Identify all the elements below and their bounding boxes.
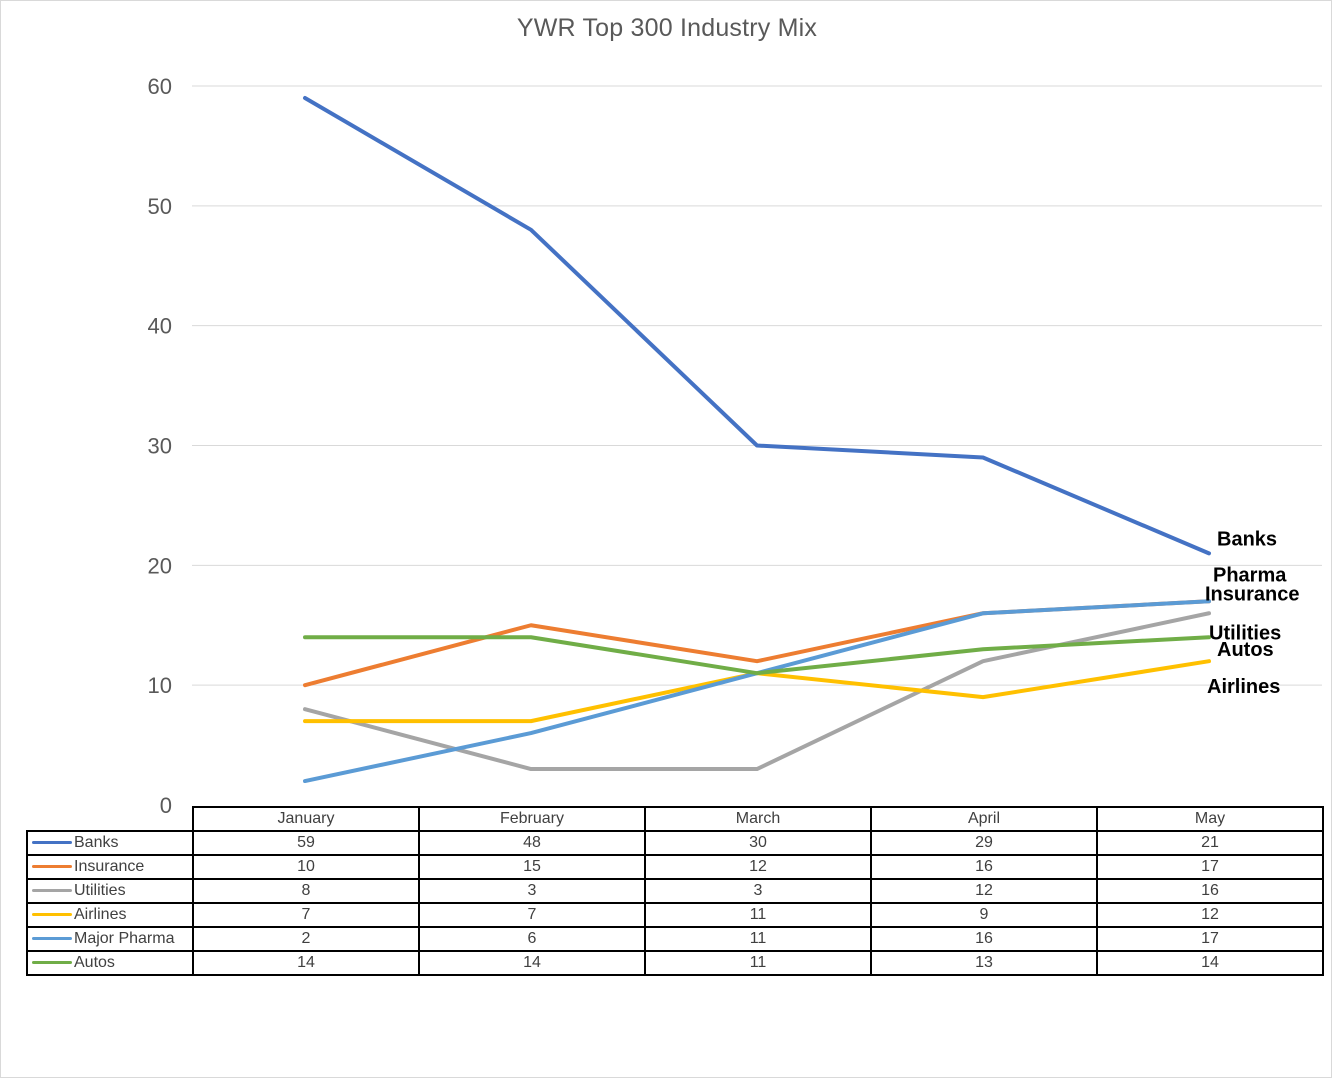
category-header: April: [870, 806, 1098, 832]
data-table-cell: 13: [870, 950, 1098, 976]
series-end-labels: Banks Insurance Utilities Airlines Pharma Aut…: [1205, 528, 1299, 698]
data-table-header-row: January February March April May: [27, 806, 1324, 832]
series-name: Airlines: [74, 906, 127, 923]
data-table-cell: 29: [870, 830, 1098, 856]
series-name: Utilities: [74, 882, 126, 899]
data-table-cell: 17: [1096, 854, 1324, 880]
series-legend-label: Autos: [26, 950, 194, 976]
data-table-cell: 12: [1096, 902, 1324, 928]
data-table-cell: 16: [870, 926, 1098, 952]
category-header: February: [418, 806, 646, 832]
y-tick-label: 30: [148, 434, 172, 459]
series-name: Insurance: [74, 858, 145, 875]
data-table-row: Major Pharma 2 6 11 16 17: [26, 926, 1324, 952]
data-table-cell: 15: [418, 854, 646, 880]
chart-title: YWR Top 300 Industry Mix: [516, 14, 818, 42]
end-label: Utilities: [1209, 622, 1281, 644]
legend-key: [32, 889, 72, 893]
series-legend-label: Banks: [26, 830, 194, 856]
data-table-cell: 11: [644, 950, 872, 976]
data-table-cell: 16: [1096, 878, 1324, 904]
data-table-cell: 7: [418, 902, 646, 928]
data-table-corner: [27, 807, 194, 832]
series-name: Banks: [74, 834, 119, 851]
data-table-cell: 14: [1096, 950, 1324, 976]
data-table-row: Insurance 10 15 12 16 17: [26, 854, 1324, 880]
series-legend-label: Utilities: [26, 878, 194, 904]
legend-key: [32, 961, 72, 965]
data-table-cell: 6: [418, 926, 646, 952]
series-name: Major Pharma: [74, 930, 175, 947]
data-table-cell: 10: [192, 854, 420, 880]
data-table-cell: 8: [192, 878, 420, 904]
data-table-cell: 11: [644, 902, 872, 928]
y-tick-label: 20: [148, 553, 172, 578]
legend-key: [32, 865, 72, 869]
series-line-major-pharma: [303, 599, 1211, 784]
gridlines: [192, 85, 1322, 686]
series-line-airlines: [303, 659, 1211, 724]
end-label: Airlines: [1207, 676, 1280, 698]
data-table-cell: 9: [870, 902, 1098, 928]
data-table-cell: 11: [644, 926, 872, 952]
data-table-cell: 12: [644, 854, 872, 880]
series-name: Autos: [74, 954, 115, 971]
data-table-row: Airlines 7 7 11 9 12: [26, 902, 1324, 928]
category-header: March: [644, 806, 872, 832]
y-tick-label: 40: [148, 314, 172, 339]
series-legend-label: Insurance: [26, 854, 194, 880]
series-line-autos: [303, 635, 1211, 676]
data-table-row: Autos 14 14 11 13 14: [26, 950, 1324, 976]
series-lines: [303, 95, 1211, 784]
data-table-cell: 16: [870, 854, 1098, 880]
data-table-cell: 7: [192, 902, 420, 928]
series-legend-label: Major Pharma: [26, 926, 194, 952]
data-table-cell: 12: [870, 878, 1098, 904]
category-header: January: [192, 806, 420, 832]
series-legend-label: Airlines: [26, 902, 194, 928]
data-table-cell: 3: [418, 878, 646, 904]
end-label: Insurance: [1205, 583, 1299, 605]
data-table: January February March April May Banks 59 48 30…: [26, 806, 1324, 976]
y-tick-label: 10: [148, 673, 172, 698]
data-table-cell: 48: [418, 830, 646, 856]
data-table-cell: 21: [1096, 830, 1324, 856]
data-table-cell: 3: [644, 878, 872, 904]
data-table-cell: 2: [192, 926, 420, 952]
legend-key: [32, 937, 72, 941]
data-table-cell: 30: [644, 830, 872, 856]
data-table-cell: 17: [1096, 926, 1324, 952]
legend-key: [32, 841, 72, 845]
data-table-cell: 14: [418, 950, 646, 976]
y-tick-label: 50: [148, 194, 172, 219]
data-table-body: Banks 59 48 30 29 21 Insurance 10 15 12 16 17 Utilit…: [26, 830, 1324, 976]
end-label: Pharma: [1213, 564, 1287, 586]
category-header: May: [1096, 806, 1324, 832]
y-tick-label: 60: [148, 74, 172, 99]
end-label: Banks: [1217, 528, 1277, 550]
data-table-row: Utilities 8 3 3 12 16: [26, 878, 1324, 904]
data-table-row: Banks 59 48 30 29 21: [26, 830, 1324, 856]
data-table-cell: 59: [192, 830, 420, 856]
legend-key: [32, 913, 72, 917]
end-label: Autos: [1217, 639, 1274, 661]
data-table-cell: 14: [192, 950, 420, 976]
series-line-banks: [303, 95, 1211, 556]
